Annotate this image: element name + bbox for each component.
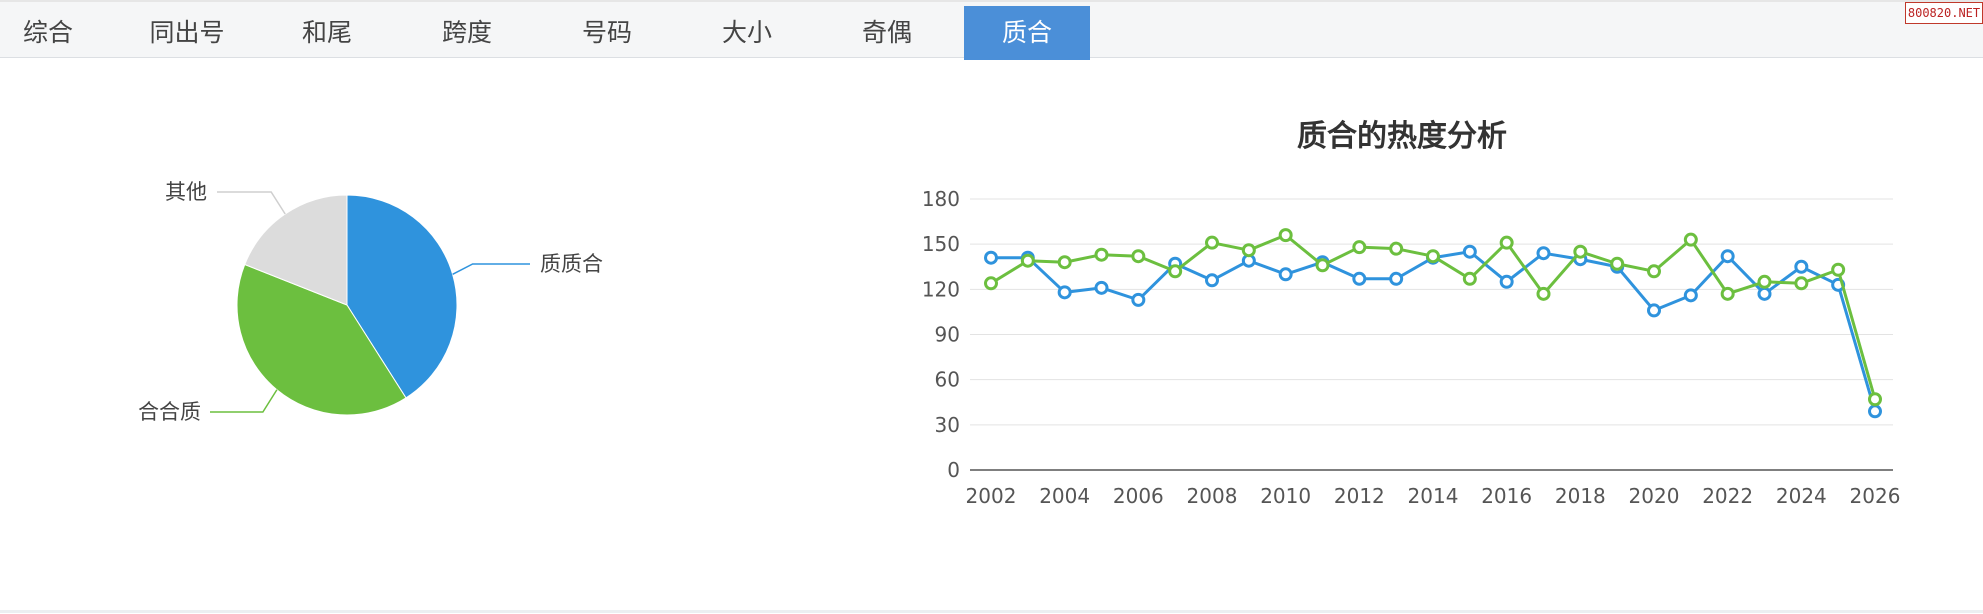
- series-1-point[interactable]: [1573, 244, 1588, 259]
- series-1-point[interactable]: [1720, 286, 1735, 301]
- series-1-point[interactable]: [1831, 262, 1846, 277]
- y-tick-label: 0: [947, 458, 960, 482]
- x-tick-label: 2018: [1555, 484, 1606, 508]
- series-1-point[interactable]: [1131, 249, 1146, 264]
- tab-bar: 综合 同出号 和尾 跨度 号码 大小 奇偶 质合: [0, 0, 1983, 60]
- series-0-point[interactable]: [1831, 277, 1846, 292]
- x-tick-label: 2024: [1776, 484, 1827, 508]
- series-1-point[interactable]: [1241, 243, 1256, 258]
- y-tick-label: 90: [935, 323, 960, 347]
- series-1-point[interactable]: [1352, 240, 1367, 255]
- series-1-point[interactable]: [1057, 255, 1072, 270]
- series-1-point[interactable]: [1683, 232, 1698, 247]
- tab-zonghe[interactable]: 综合: [22, 18, 73, 47]
- series-0-point[interactable]: [1757, 286, 1772, 301]
- series-1-point[interactable]: [984, 276, 998, 291]
- series-0-point[interactable]: [984, 250, 998, 265]
- series-1-point[interactable]: [1536, 286, 1551, 301]
- pie-leader-line-2: [217, 191, 286, 215]
- pie-slice-2[interactable]: [244, 194, 348, 306]
- series-0-point[interactable]: [1278, 267, 1293, 282]
- series-1-point[interactable]: [1462, 271, 1477, 286]
- series-1-point[interactable]: [1389, 241, 1404, 256]
- series-0-point[interactable]: [1168, 256, 1183, 271]
- series-0-point[interactable]: [1205, 273, 1219, 288]
- series-0-point[interactable]: [1020, 250, 1035, 265]
- series-1-point[interactable]: [1757, 274, 1772, 289]
- series-1-point[interactable]: [1315, 258, 1330, 273]
- series-0-point[interactable]: [1610, 259, 1625, 274]
- series-1-point[interactable]: [1794, 276, 1809, 291]
- series-1-point[interactable]: [1426, 249, 1440, 264]
- chart-title: 质合的热度分析: [1297, 119, 1507, 154]
- x-tick-label: 2010: [1260, 484, 1311, 508]
- pie-slice-0[interactable]: [346, 194, 458, 399]
- series-0-point[interactable]: [1573, 252, 1588, 267]
- divider: [0, 610, 1983, 613]
- series-0-point[interactable]: [1499, 274, 1514, 289]
- series-1-point[interactable]: [1168, 264, 1183, 279]
- series-0-point[interactable]: [1794, 259, 1809, 274]
- pie-leader-line-1: [210, 389, 278, 413]
- x-tick-label: 2002: [966, 484, 1017, 508]
- x-tick-label: 2026: [1850, 484, 1901, 508]
- series-0-point[interactable]: [1536, 246, 1551, 261]
- pie-label-1: 合合质: [138, 400, 201, 424]
- x-tick-label: 2014: [1408, 484, 1459, 508]
- tab-daxiao[interactable]: 大小: [721, 18, 772, 47]
- series-1-point[interactable]: [1868, 392, 1882, 407]
- series-1-point[interactable]: [1278, 228, 1293, 243]
- tab-zhihe[interactable]: 质合: [964, 6, 1090, 60]
- x-tick-label: 2004: [1039, 484, 1090, 508]
- tab-haoma[interactable]: 号码: [581, 18, 632, 47]
- tab-kuadu[interactable]: 跨度: [441, 18, 492, 47]
- x-tick-label: 2012: [1334, 484, 1385, 508]
- pie-leader-line-0: [452, 263, 530, 275]
- tab-hewei[interactable]: 和尾: [301, 18, 352, 47]
- series-0-point[interactable]: [1720, 249, 1735, 264]
- series-0-point[interactable]: [1352, 271, 1367, 286]
- series-0-point[interactable]: [1315, 255, 1330, 270]
- series-0-point[interactable]: [1647, 303, 1661, 318]
- series-0-point[interactable]: [1868, 404, 1882, 419]
- series-0-point[interactable]: [1389, 271, 1404, 286]
- y-tick-label: 60: [935, 368, 960, 392]
- series-0-point[interactable]: [1683, 288, 1698, 303]
- x-tick-label: 2016: [1481, 484, 1532, 508]
- series-1-point[interactable]: [1647, 264, 1661, 279]
- series-0-point[interactable]: [1057, 285, 1072, 300]
- series-1-point[interactable]: [1205, 235, 1219, 250]
- series-0-point[interactable]: [1094, 280, 1109, 295]
- series-line-0: [991, 250, 1877, 412]
- series-0-point[interactable]: [1426, 250, 1440, 265]
- pie-label-0: 质质合: [540, 252, 603, 276]
- y-tick-label: 180: [922, 187, 960, 211]
- x-tick-label: 2008: [1187, 484, 1238, 508]
- site-badge: 800820.NET: [1905, 2, 1983, 24]
- y-tick-label: 150: [922, 232, 960, 256]
- x-tick-label: 2022: [1702, 484, 1753, 508]
- tab-tongchuhao[interactable]: 同出号: [149, 18, 225, 47]
- pie-slice-1[interactable]: [236, 263, 407, 416]
- series-0-point[interactable]: [1462, 244, 1477, 259]
- series-1-point[interactable]: [1094, 247, 1109, 262]
- x-tick-label: 2006: [1113, 484, 1164, 508]
- series-line-1: [990, 233, 1877, 400]
- pie-label-2: 其他: [165, 180, 207, 204]
- series-0-point[interactable]: [1241, 253, 1256, 268]
- y-tick-label: 120: [922, 277, 960, 301]
- series-1-point[interactable]: [1499, 235, 1514, 250]
- series-1-point[interactable]: [1610, 256, 1625, 271]
- y-tick-label: 30: [935, 413, 960, 437]
- x-tick-label: 2020: [1629, 484, 1680, 508]
- tab-jiou[interactable]: 奇偶: [861, 18, 912, 47]
- series-1-point[interactable]: [1020, 253, 1035, 268]
- series-0-point[interactable]: [1131, 292, 1146, 307]
